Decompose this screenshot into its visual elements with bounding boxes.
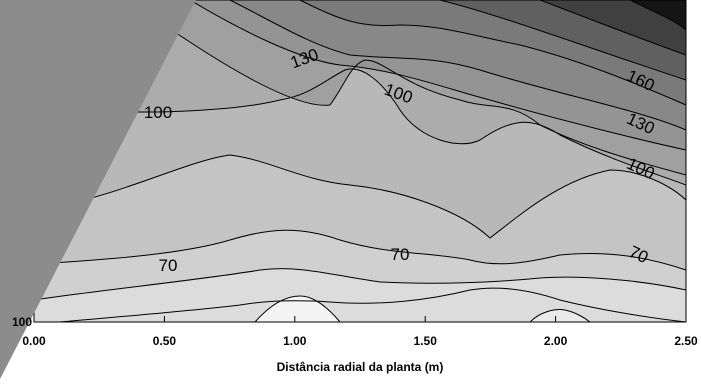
contour-line: [629, 0, 687, 31]
contour-band: [630, 0, 686, 30]
contour-line: [539, 0, 687, 56]
y-tick-label: 100: [12, 315, 32, 329]
x-axis-title: Distância radial da planta (m): [277, 360, 444, 374]
x-tick-label: 1.50: [414, 334, 438, 348]
x-axis: 0.00 0.50 1.00 1.50 2.00 2.50: [22, 316, 698, 348]
contour-line: [19, 229, 687, 271]
occlusion-overlay: [0, 0, 196, 379]
contour-line: [254, 295, 341, 323]
contour-line: [149, 14, 687, 176]
contour-line: [33, 268, 687, 301]
contour-lines: [19, 0, 687, 323]
contour-line: [59, 287, 687, 323]
contour-line: [59, 154, 687, 239]
contour-label: 100: [144, 103, 172, 122]
contour-label: 70: [391, 245, 410, 264]
x-tick-label: 2.50: [674, 334, 698, 348]
contour-line: [99, 68, 687, 186]
contour-line: [439, 0, 687, 81]
contour-line: [529, 309, 591, 323]
contour-line: [189, 0, 687, 151]
x-tick-label: 0.00: [22, 334, 46, 348]
contour-fills: [20, 0, 686, 322]
x-tick-label: 1.00: [283, 334, 307, 348]
x-tick-label: 0.50: [153, 334, 177, 348]
contour-line: [299, 0, 687, 106]
contour-line: [229, 0, 687, 131]
x-tick-label: 2.00: [544, 334, 568, 348]
contour-label: 70: [159, 256, 178, 275]
